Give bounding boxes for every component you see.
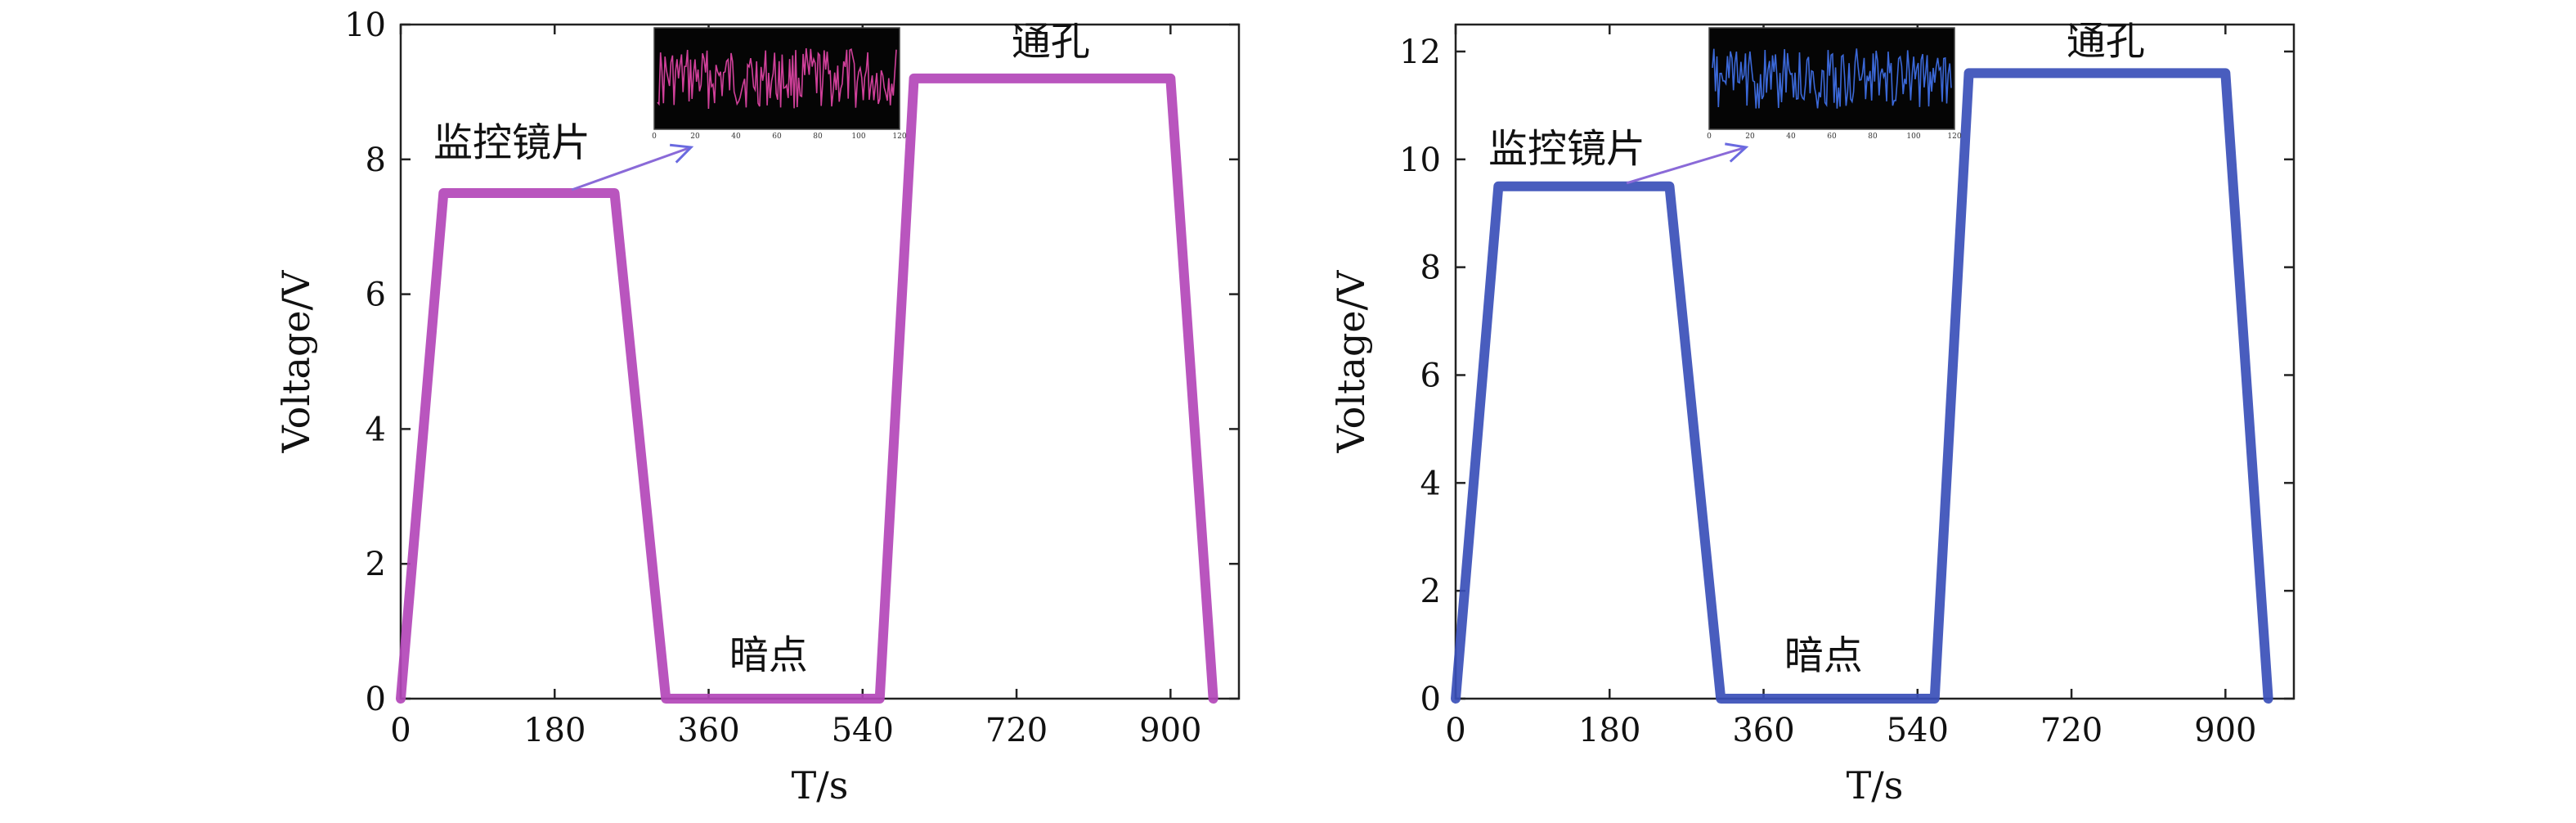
- inset-tick-label: 40: [1786, 133, 1796, 141]
- series-line: [1451, 68, 2273, 704]
- inset-tick-label: 0: [1707, 133, 1712, 141]
- inset-arrow: [571, 146, 692, 191]
- y-tick-label: 2: [1420, 573, 1441, 610]
- x-tick-label: 720: [2040, 712, 2103, 749]
- annotation-label: 监控镜片: [1488, 126, 1645, 172]
- x-axis-label: T/s: [1847, 763, 1904, 807]
- inset-arrow: [1626, 146, 1747, 185]
- y-tick-label: 8: [366, 142, 386, 179]
- x-axis-label: T/s: [792, 763, 849, 807]
- inset-tick-label: 40: [731, 133, 741, 141]
- annotation-label: 暗点: [729, 632, 808, 678]
- y-tick-label: 0: [1420, 681, 1441, 718]
- x-tick-label: 900: [1139, 712, 1201, 749]
- inset-noise-plot: 0 20 40 60 80 100 120: [652, 27, 907, 141]
- y-tick-label: 10: [344, 7, 386, 44]
- x-tick-label: 900: [2194, 712, 2256, 749]
- inset-tick-label: 80: [1868, 133, 1878, 141]
- y-tick-label: 2: [366, 546, 386, 583]
- inset-tick-label: 100: [1906, 133, 1920, 141]
- annotation-label: 监控镜片: [433, 120, 590, 166]
- x-tick-label: 720: [985, 712, 1048, 749]
- x-tick-label: 360: [1732, 712, 1794, 749]
- annotation-label: 暗点: [1784, 633, 1863, 679]
- annotation-label: 通孔: [1012, 19, 1090, 65]
- x-tick-label: 0: [390, 712, 411, 749]
- x-tick-label: 180: [523, 712, 586, 749]
- arrow-head-icon: [1725, 142, 1749, 163]
- y-tick-label: 10: [1399, 142, 1441, 179]
- y-tick-label: 6: [1420, 357, 1441, 394]
- x-tick-label: 180: [1578, 712, 1640, 749]
- inset-tick-label: 120: [1947, 133, 1961, 141]
- series-line: [396, 73, 1218, 704]
- inset-tick-label: 0: [652, 133, 657, 141]
- arrow-head-icon: [669, 143, 694, 164]
- y-axis-label: Voltage/V: [1329, 270, 1373, 453]
- y-tick-label: 8: [1420, 250, 1441, 287]
- chart-right: 0 180 360 540 720 900 0 2 4 6 8 10 12 T/s Voltage/V 监控镜…: [1329, 18, 2296, 807]
- inset-tick-label: 20: [1745, 133, 1755, 141]
- chart-left: 0 180 360 540 720 900 0 2 4 6 8 10 T/s Voltage/V 监控镜片暗…: [274, 7, 1241, 807]
- inset-tick-label: 120: [892, 133, 906, 141]
- y-axis-label: Voltage/V: [274, 270, 318, 453]
- inset-tick-label: 60: [1827, 133, 1837, 141]
- y-tick-label: 12: [1399, 34, 1441, 71]
- x-tick-label: 360: [677, 712, 739, 749]
- y-tick-label: 4: [366, 411, 386, 448]
- y-tick-label: 4: [1420, 465, 1441, 502]
- y-tick-label: 0: [366, 681, 386, 718]
- y-tick-label: 6: [366, 277, 386, 314]
- x-tick-label: 540: [832, 712, 894, 749]
- inset-tick-label: 100: [851, 133, 865, 141]
- inset-tick-label: 60: [772, 133, 782, 141]
- x-tick-label: 540: [1887, 712, 1949, 749]
- inset-tick-label: 20: [690, 133, 700, 141]
- annotation-label: 通孔: [2067, 18, 2145, 64]
- inset-tick-label: 80: [813, 133, 823, 141]
- x-tick-label: 0: [1445, 712, 1465, 749]
- inset-noise-plot: 0 20 40 60 80 100 120: [1707, 27, 1962, 141]
